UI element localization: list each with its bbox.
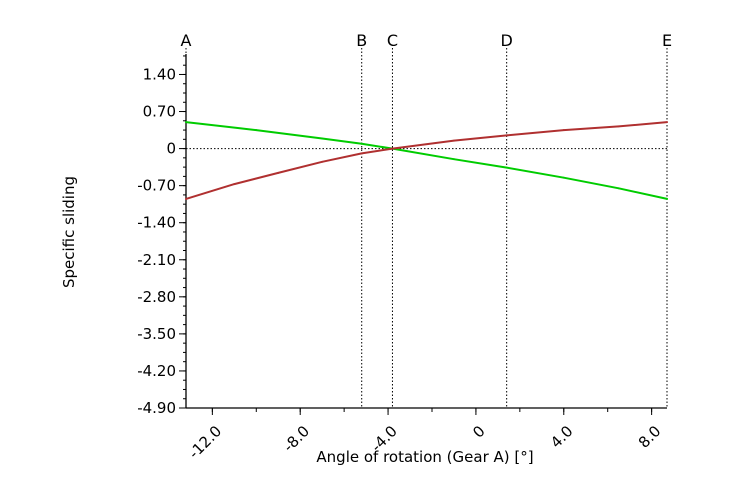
series-1-point bbox=[617, 187, 620, 190]
series-2-point bbox=[233, 183, 236, 185]
series-1-point bbox=[666, 197, 668, 200]
series-1-point bbox=[185, 121, 187, 124]
data-series bbox=[185, 121, 668, 200]
series-2-point bbox=[321, 160, 324, 163]
series-2-point bbox=[562, 129, 565, 131]
reference-label-a: A bbox=[181, 31, 192, 50]
y-tick-label: -0.70 bbox=[137, 177, 176, 195]
y-tick-label: -2.10 bbox=[137, 251, 176, 269]
series-1-point bbox=[505, 166, 508, 169]
series-2-point bbox=[453, 139, 455, 142]
reference-lines: A B C D E bbox=[181, 31, 672, 408]
series-line-1 bbox=[185, 121, 668, 200]
series-2-point bbox=[277, 172, 280, 174]
y-tick-label: -4.20 bbox=[137, 362, 176, 380]
y-tick-label: -4.90 bbox=[137, 399, 176, 417]
x-tick-label: -12.0 bbox=[185, 422, 225, 462]
series-1-point bbox=[360, 142, 363, 145]
reference-label-e: E bbox=[662, 31, 672, 50]
series-2-point bbox=[185, 197, 187, 200]
series-1-point bbox=[453, 158, 455, 161]
series-2-point bbox=[617, 125, 620, 128]
chart-labels: Angle of rotation (Gear A) [°] Specific … bbox=[60, 176, 534, 466]
x-tick-label: 4.0 bbox=[547, 422, 577, 452]
y-tick-label: -1.40 bbox=[137, 214, 176, 232]
series-line-2 bbox=[185, 121, 668, 200]
series-2-point bbox=[666, 121, 668, 124]
y-tick-label: 1.40 bbox=[143, 65, 176, 83]
reference-label-c: C bbox=[387, 31, 398, 50]
y-tick-label: -3.50 bbox=[137, 325, 176, 343]
series-2-point bbox=[391, 147, 394, 150]
series-1-point bbox=[255, 129, 258, 131]
series-1-point bbox=[562, 176, 565, 179]
reference-label-d: D bbox=[501, 31, 513, 50]
x-tick-label: -8.0 bbox=[280, 422, 313, 455]
y-tick-label: 0 bbox=[166, 140, 176, 158]
series-1-point bbox=[321, 137, 324, 140]
x-tick-label: 0 bbox=[469, 422, 488, 441]
series-2-point bbox=[505, 134, 508, 137]
y-tick-label: -2.80 bbox=[137, 288, 176, 306]
axes: 1.40 0.70 0 -0.70 -1.40 -2.10 -2.80 -3.50 -4.20 -… bbox=[137, 54, 667, 462]
y-axis-label: Specific sliding bbox=[60, 176, 78, 288]
series-2-point bbox=[360, 152, 363, 155]
x-axis-label: Angle of rotation (Gear A) [°] bbox=[316, 448, 533, 466]
reference-label-b: B bbox=[356, 31, 367, 50]
y-tick-label: 0.70 bbox=[143, 103, 176, 121]
x-tick-label: 8.0 bbox=[635, 422, 665, 452]
